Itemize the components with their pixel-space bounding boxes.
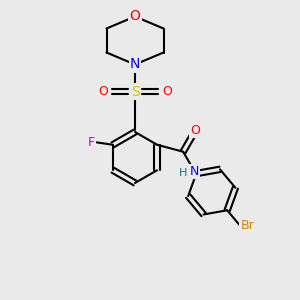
Text: Br: Br [240,219,254,232]
Text: F: F [88,136,95,149]
Text: O: O [190,124,200,137]
Text: N: N [130,58,140,71]
Text: O: O [162,85,172,98]
Text: O: O [130,10,140,23]
Text: O: O [98,85,108,98]
Text: S: S [130,85,140,98]
Text: N: N [190,165,199,178]
Text: H: H [179,168,187,178]
